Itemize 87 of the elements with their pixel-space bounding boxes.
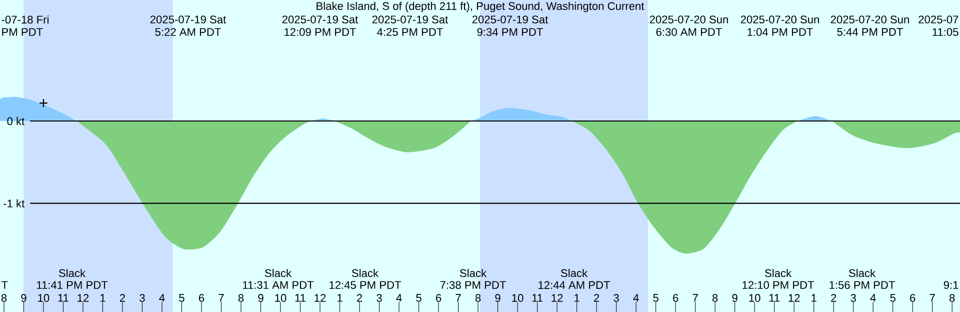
annotation: 2025-07-19 Sat: [472, 16, 548, 24]
annotation: 2025-07-20 Sun: [650, 16, 728, 24]
annotation: 2025-07: [918, 16, 958, 24]
annotation: 6:30 AM PDT: [656, 28, 722, 36]
x-tick-label: 2: [357, 294, 362, 302]
x-tick-label: 3: [376, 294, 382, 302]
annotation: Slack: [560, 268, 588, 278]
x-tick-label: 12: [78, 294, 89, 302]
x-tick-label: 11: [295, 294, 306, 302]
x-tick-label: 12: [788, 294, 800, 302]
y-tick-label: 0 kt: [7, 116, 25, 126]
x-tick-label: 5: [416, 294, 422, 302]
x-tick-label: 3: [850, 294, 856, 302]
x-tick-label: 5: [890, 294, 896, 302]
x-tick-label: 7: [692, 294, 698, 302]
x-tick-label: 10: [749, 294, 760, 302]
x-tick-label: 1: [574, 294, 580, 302]
x-tick-label: 3: [140, 294, 145, 302]
annotation: 11:31 AM PDT: [242, 281, 314, 289]
annotation: Slack: [58, 268, 86, 278]
annotation: 11:41 PM PDT: [36, 281, 108, 289]
annotation: 1:04 PM PDT: [748, 28, 813, 36]
annotation: PM PDT: [2, 28, 43, 36]
annotation: +: [40, 99, 48, 107]
x-tick-label: 8: [1, 294, 7, 302]
annotation: 11:05: [932, 28, 958, 36]
chart-title: Blake Island, S of (depth 211 ft), Puget Sound, Washington Current: [316, 2, 644, 12]
x-tick-label: 1: [100, 294, 106, 302]
x-tick-label: 4: [870, 294, 876, 302]
x-tick-label: 8: [238, 294, 244, 302]
annotation: -07-18 Fri: [2, 15, 48, 24]
x-tick-label: 3: [614, 294, 619, 302]
annotation: Slack: [352, 268, 379, 278]
x-tick-label: 6: [910, 294, 916, 302]
x-tick-label: 4: [633, 294, 639, 302]
annotation: Slack: [764, 268, 792, 278]
x-tick-label: 4: [396, 294, 402, 302]
x-tick-label: 2: [831, 294, 836, 302]
x-tick-label: 12: [314, 294, 326, 302]
x-tick-label: 11: [769, 294, 780, 302]
annotation: 4:25 PM PDT: [377, 28, 443, 36]
x-tick-label: 11: [532, 294, 542, 302]
x-tick-label: 8: [950, 294, 955, 302]
x-tick-label: 11: [58, 294, 68, 302]
x-tick-label: 2: [594, 294, 600, 302]
x-tick-label: 6: [436, 294, 442, 302]
y-tick-label: -1 kt: [4, 199, 25, 208]
annotation: 9:1: [944, 281, 958, 289]
x-tick-label: 12: [552, 294, 563, 302]
x-tick-label: 10: [38, 294, 50, 302]
x-tick-label: 6: [198, 294, 204, 302]
x-tick-label: 1: [338, 294, 342, 302]
x-tick-label: 1: [812, 294, 816, 302]
annotation: 2025-07-20 Sun: [830, 16, 909, 24]
x-tick-label: 10: [512, 294, 524, 302]
x-tick-label: 7: [218, 294, 224, 302]
x-tick-label: 8: [712, 294, 718, 302]
x-tick-label: 9: [258, 294, 264, 302]
x-tick-label: 2: [120, 294, 126, 302]
x-tick-label: 4: [159, 294, 165, 302]
annotation: 1:56 PM PDT: [830, 281, 895, 289]
annotation: 2025-07-19 Sat: [150, 16, 226, 24]
annotation: 9:34 PM PDT: [477, 28, 543, 36]
annotation: Slack: [264, 268, 292, 278]
x-tick-label: 9: [495, 294, 500, 302]
annotation: 5:22 AM PDT: [155, 28, 221, 36]
annotation: 12:45 PM PDT: [330, 281, 402, 289]
annotation: 7:38 PM PDT: [440, 281, 506, 289]
annotation: 12:44 AM PDT: [538, 281, 610, 289]
annotation: 5:44 PM PDT: [837, 28, 903, 36]
x-tick-label: 9: [732, 294, 738, 302]
annotation: 12:09 PM PDT: [284, 28, 356, 36]
annotation: T: [2, 281, 8, 289]
x-tick-label: 7: [930, 294, 935, 302]
annotation: 2025-07-20 Sun: [740, 16, 819, 24]
x-tick-label: 8: [475, 294, 481, 302]
annotation: 2025-07-19 Sat: [282, 16, 358, 24]
x-tick-label: 7: [456, 294, 461, 302]
annotation: 2025-07-19 Sat: [372, 16, 448, 24]
x-tick-label: 5: [179, 294, 184, 302]
x-tick-label: 10: [275, 294, 286, 302]
x-tick-label: 9: [21, 294, 26, 302]
x-tick-label: 6: [673, 294, 678, 302]
annotation: 12:10 PM PDT: [742, 281, 814, 289]
x-tick-label: 5: [653, 294, 658, 302]
annotation: Slack: [848, 268, 876, 278]
annotation: Slack: [460, 268, 487, 278]
